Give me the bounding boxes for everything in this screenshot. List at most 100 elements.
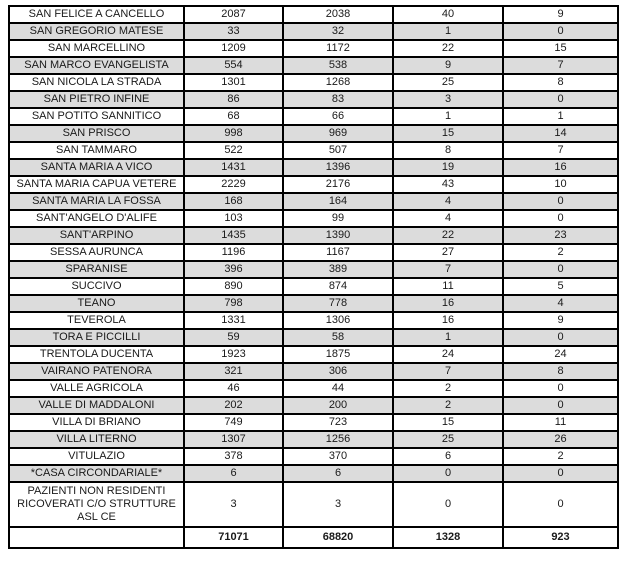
table-row: TORA E PICCILLI 59 58 1 0 bbox=[8, 328, 619, 347]
table-row: SANT'ARPINO 1435 1390 22 23 bbox=[8, 226, 619, 245]
value-cell: 2 bbox=[392, 379, 504, 398]
municipality-cell: SAN PRISCO bbox=[8, 124, 185, 143]
value-cell: 1331 bbox=[183, 311, 284, 330]
value-cell: 103 bbox=[183, 209, 284, 228]
municipality-cell bbox=[8, 526, 185, 549]
municipality-cell: SAN NICOLA LA STRADA bbox=[8, 73, 185, 92]
value-cell: 16 bbox=[502, 158, 619, 177]
municipality-cell: SPARANISE bbox=[8, 260, 185, 279]
value-cell: 26 bbox=[502, 430, 619, 449]
value-cell: 3 bbox=[392, 90, 504, 109]
value-cell: 321 bbox=[183, 362, 284, 381]
municipality-cell: VILLA LITERNO bbox=[8, 430, 185, 449]
municipality-cell: SANTA MARIA CAPUA VETERE bbox=[8, 175, 185, 194]
municipality-cell: SANTA MARIA LA FOSSA bbox=[8, 192, 185, 211]
table-row: SANTA MARIA LA FOSSA 168 164 4 0 bbox=[8, 192, 619, 211]
value-cell: 6 bbox=[183, 464, 284, 483]
value-cell: 8 bbox=[502, 73, 619, 92]
value-cell: 874 bbox=[282, 277, 394, 296]
municipality-cell: SAN TAMMARO bbox=[8, 141, 185, 160]
municipality-cell: VALLE AGRICOLA bbox=[8, 379, 185, 398]
value-cell: 68820 bbox=[282, 526, 394, 549]
value-cell: 1301 bbox=[183, 73, 284, 92]
value-cell: 2229 bbox=[183, 175, 284, 194]
table-row: SAN POTITO SANNITICO 68 66 1 1 bbox=[8, 107, 619, 126]
value-cell: 43 bbox=[392, 175, 504, 194]
table-row: SANT'ANGELO D'ALIFE 103 99 4 0 bbox=[8, 209, 619, 228]
municipality-cell: TEANO bbox=[8, 294, 185, 313]
value-cell: 15 bbox=[392, 124, 504, 143]
value-cell: 71071 bbox=[183, 526, 284, 549]
value-cell: 998 bbox=[183, 124, 284, 143]
value-cell: 8 bbox=[392, 141, 504, 160]
value-cell: 168 bbox=[183, 192, 284, 211]
municipality-cell: SUCCIVO bbox=[8, 277, 185, 296]
value-cell: 15 bbox=[502, 39, 619, 58]
value-cell: 538 bbox=[282, 56, 394, 75]
municipality-cell: TEVEROLA bbox=[8, 311, 185, 330]
value-cell: 44 bbox=[282, 379, 394, 398]
table-row: VAIRANO PATENORA 321 306 7 8 bbox=[8, 362, 619, 381]
municipality-cell: VALLE DI MADDALONI bbox=[8, 396, 185, 415]
value-cell: 4 bbox=[392, 192, 504, 211]
value-cell: 32 bbox=[282, 22, 394, 41]
municipality-cell: SAN FELICE A CANCELLO bbox=[8, 5, 185, 24]
value-cell: 0 bbox=[502, 396, 619, 415]
value-cell: 723 bbox=[282, 413, 394, 432]
value-cell: 2038 bbox=[282, 5, 394, 24]
value-cell: 3 bbox=[282, 481, 394, 528]
value-cell: 10 bbox=[502, 175, 619, 194]
table-row: VALLE DI MADDALONI 202 200 2 0 bbox=[8, 396, 619, 415]
value-cell: 923 bbox=[502, 526, 619, 549]
municipality-cell: SAN POTITO SANNITICO bbox=[8, 107, 185, 126]
value-cell: 16 bbox=[392, 311, 504, 330]
table-row: *CASA CIRCONDARIALE* 6 6 0 0 bbox=[8, 464, 619, 483]
table-row: SESSA AURUNCA 1196 1167 27 2 bbox=[8, 243, 619, 262]
table-row: TEANO 798 778 16 4 bbox=[8, 294, 619, 313]
value-cell: 25 bbox=[392, 73, 504, 92]
value-cell: 24 bbox=[502, 345, 619, 364]
value-cell: 3 bbox=[183, 481, 284, 528]
value-cell: 507 bbox=[282, 141, 394, 160]
value-cell: 25 bbox=[392, 430, 504, 449]
value-cell: 0 bbox=[502, 209, 619, 228]
value-cell: 0 bbox=[502, 90, 619, 109]
table-row: SAN MARCO EVANGELISTA 554 538 9 7 bbox=[8, 56, 619, 75]
value-cell: 2 bbox=[502, 243, 619, 262]
value-cell: 1 bbox=[392, 22, 504, 41]
value-cell: 1256 bbox=[282, 430, 394, 449]
value-cell: 1396 bbox=[282, 158, 394, 177]
value-cell: 890 bbox=[183, 277, 284, 296]
municipality-data-table: SAN FELICE A CANCELLO 2087 2038 40 9 SAN… bbox=[8, 5, 619, 549]
value-cell: 389 bbox=[282, 260, 394, 279]
value-cell: 14 bbox=[502, 124, 619, 143]
value-cell: 370 bbox=[282, 447, 394, 466]
value-cell: 15 bbox=[392, 413, 504, 432]
value-cell: 0 bbox=[502, 464, 619, 483]
value-cell: 22 bbox=[392, 39, 504, 58]
value-cell: 86 bbox=[183, 90, 284, 109]
value-cell: 1167 bbox=[282, 243, 394, 262]
value-cell: 9 bbox=[502, 5, 619, 24]
value-cell: 11 bbox=[502, 413, 619, 432]
municipality-cell: PAZIENTI NON RESIDENTI RICOVERATI C/O ST… bbox=[8, 481, 185, 528]
table-row: SPARANISE 396 389 7 0 bbox=[8, 260, 619, 279]
value-cell: 0 bbox=[502, 328, 619, 347]
municipality-cell: TRENTOLA DUCENTA bbox=[8, 345, 185, 364]
table-row: SANTA MARIA CAPUA VETERE 2229 2176 43 10 bbox=[8, 175, 619, 194]
table-row: SAN TAMMARO 522 507 8 7 bbox=[8, 141, 619, 160]
value-cell: 1390 bbox=[282, 226, 394, 245]
value-cell: 778 bbox=[282, 294, 394, 313]
value-cell: 0 bbox=[502, 481, 619, 528]
value-cell: 4 bbox=[392, 209, 504, 228]
value-cell: 378 bbox=[183, 447, 284, 466]
value-cell: 9 bbox=[502, 311, 619, 330]
value-cell: 1209 bbox=[183, 39, 284, 58]
value-cell: 2 bbox=[502, 447, 619, 466]
table-row: TRENTOLA DUCENTA 1923 1875 24 24 bbox=[8, 345, 619, 364]
value-cell: 8 bbox=[502, 362, 619, 381]
value-cell: 68 bbox=[183, 107, 284, 126]
table-row: PAZIENTI NON RESIDENTI RICOVERATI C/O ST… bbox=[8, 481, 619, 528]
value-cell: 40 bbox=[392, 5, 504, 24]
table-row: SAN FELICE A CANCELLO 2087 2038 40 9 bbox=[8, 5, 619, 24]
